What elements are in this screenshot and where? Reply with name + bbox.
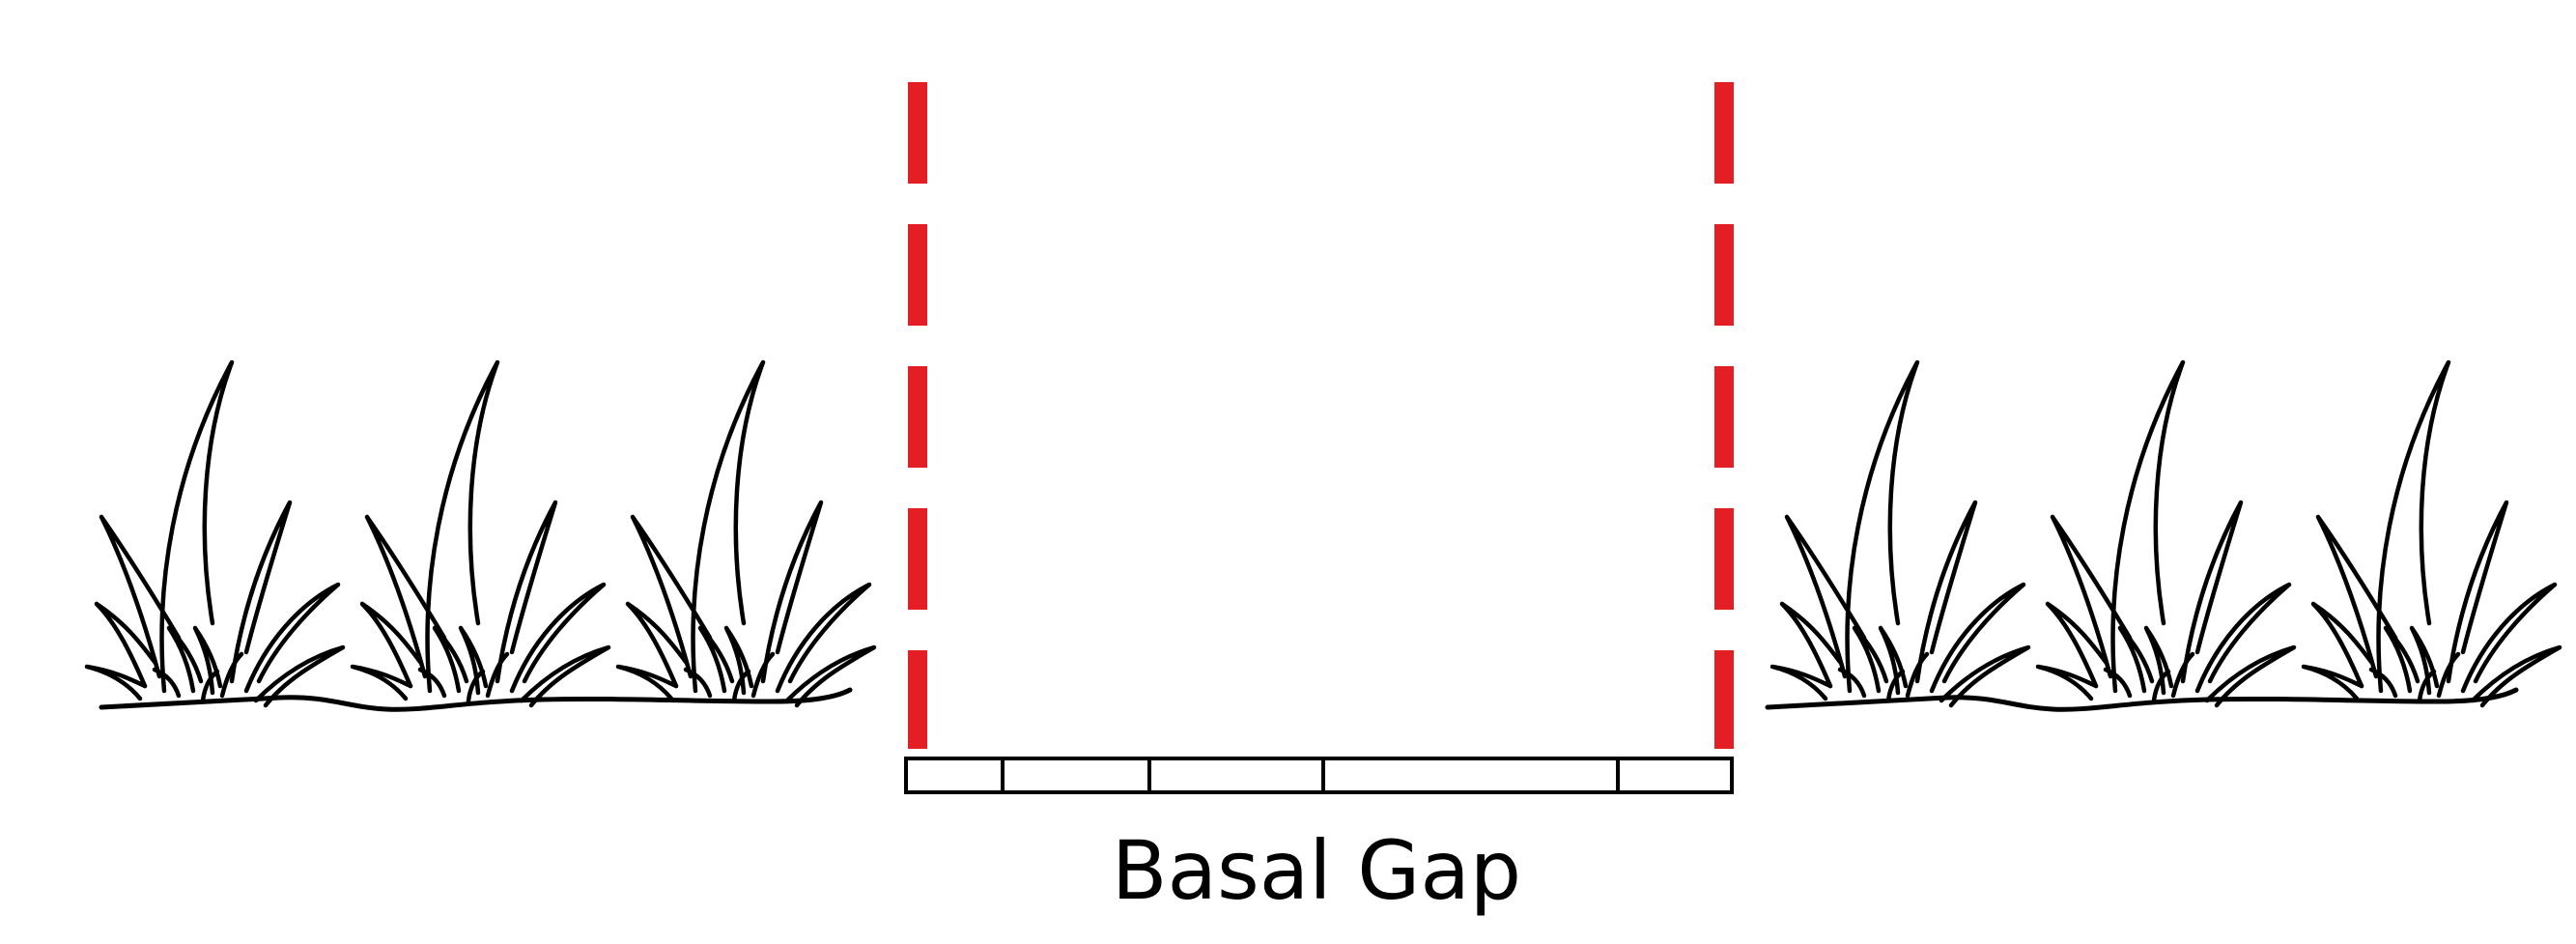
tape-body [906, 758, 1732, 792]
grass-clump-icon [87, 362, 343, 705]
ground-line-right [1768, 690, 2516, 709]
measuring-tape [906, 758, 1732, 792]
gap-boundaries [918, 82, 1724, 749]
grass-clump-icon [353, 362, 609, 705]
grass-clump-icon [2038, 362, 2294, 705]
gap-label: Basal Gap [1112, 823, 1521, 918]
right-plant-row [1768, 362, 2560, 709]
grass-clump-icon [618, 362, 874, 705]
grass-clump-icon [1772, 362, 2028, 705]
left-plant-row [87, 362, 874, 709]
grass-clump-icon [2304, 362, 2560, 705]
